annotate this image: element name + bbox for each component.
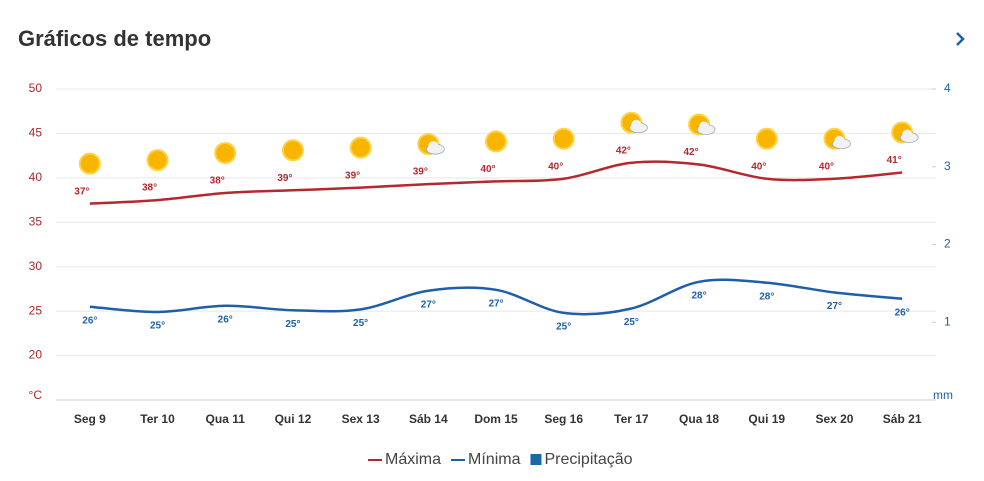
value-label: 27° [488,298,503,309]
sun [281,139,304,162]
weather-icon [552,127,575,150]
weather-icon [281,139,304,162]
value-label: 40° [819,161,834,172]
value-label: 26° [218,314,233,325]
weather-icon [891,121,919,144]
sun [78,152,101,175]
y-tick-label: 40 [29,170,43,184]
value-label: 40° [751,161,766,172]
y2-tick-label: 1 [944,314,951,328]
value-label: 39° [345,170,360,181]
chart-title: Gráficos de tempo [18,26,211,51]
x-tick-label: Sáb 14 [409,412,448,426]
value-label: 25° [285,319,300,330]
line [89,160,903,205]
next-arrow[interactable] [956,32,965,46]
line [89,278,903,316]
value-label: 25° [150,321,165,332]
sun [485,130,507,153]
x-tick-label: Sáb 21 [883,412,922,426]
value-label: 41° [887,155,902,166]
y-tick-label: 30 [29,259,43,273]
weather-icon [688,113,716,136]
weather-icon [78,152,101,175]
sun [214,141,237,164]
sun [146,149,169,172]
value-label: 25° [556,322,571,333]
legend-swatch [530,454,542,465]
value-label: 28° [759,291,774,302]
legend-label: Mínima [468,451,521,468]
value-label: 42° [616,145,631,156]
cloud [428,141,439,152]
y2-tick-label: 3 [944,159,951,173]
value-label: 40° [548,161,563,172]
cloud [631,119,642,130]
weather-icon [214,141,237,164]
y-tick-label: 45 [29,126,43,140]
y-tick-label: 25 [29,303,43,317]
y-tick-label: 20 [29,348,43,362]
x-tick-label: Dom 15 [474,412,518,426]
value-label: 26° [895,307,910,318]
legend-label: Precipitação [544,451,632,468]
x-tick-label: Seg 9 [74,412,106,426]
y-tick-label: 35 [29,214,43,228]
weather-icon [620,111,648,134]
value-label: 27° [421,299,436,310]
sun [755,127,778,150]
x-tick-label: Seg 16 [544,412,583,426]
value-label: 27° [827,301,842,312]
sun [349,136,372,159]
value-label: 38° [210,176,225,187]
value-label: 28° [692,290,707,301]
y2-unit: mm [933,388,953,402]
cloud [902,129,913,140]
value-label: 42° [684,147,699,158]
cloud [834,135,845,146]
weather-icon [485,130,507,153]
weather-icon [349,136,372,159]
weather-icon [146,149,169,172]
x-tick-label: Qua 18 [679,412,719,426]
value-label: 38° [142,183,157,194]
x-tick-label: Qui 19 [748,412,785,426]
weather-icon [823,127,851,150]
value-label: 39° [277,173,292,184]
value-label: 39° [413,167,428,178]
value-label: 25° [353,318,368,329]
cloud [699,121,710,132]
y2-tick-label: 4 [944,81,951,95]
x-tick-label: Ter 17 [614,412,649,426]
x-tick-label: Qui 12 [275,412,312,426]
x-tick-label: Sex 20 [815,412,853,426]
x-tick-label: Qua 11 [206,412,246,426]
y-tick-label: 50 [29,81,43,95]
weather-icon [755,127,778,150]
weather-icon [417,133,445,156]
value-label: 25° [624,317,639,328]
y2-tick-label: 2 [944,237,951,251]
legend-label: Máxima [385,451,441,468]
x-tick-label: Sex 13 [342,412,380,426]
value-label: 37° [74,186,89,197]
value-label: 26° [82,315,97,326]
x-tick-label: Ter 10 [140,412,175,426]
y-unit: °C [29,388,43,402]
sun [552,127,575,150]
value-label: 40° [480,164,495,175]
